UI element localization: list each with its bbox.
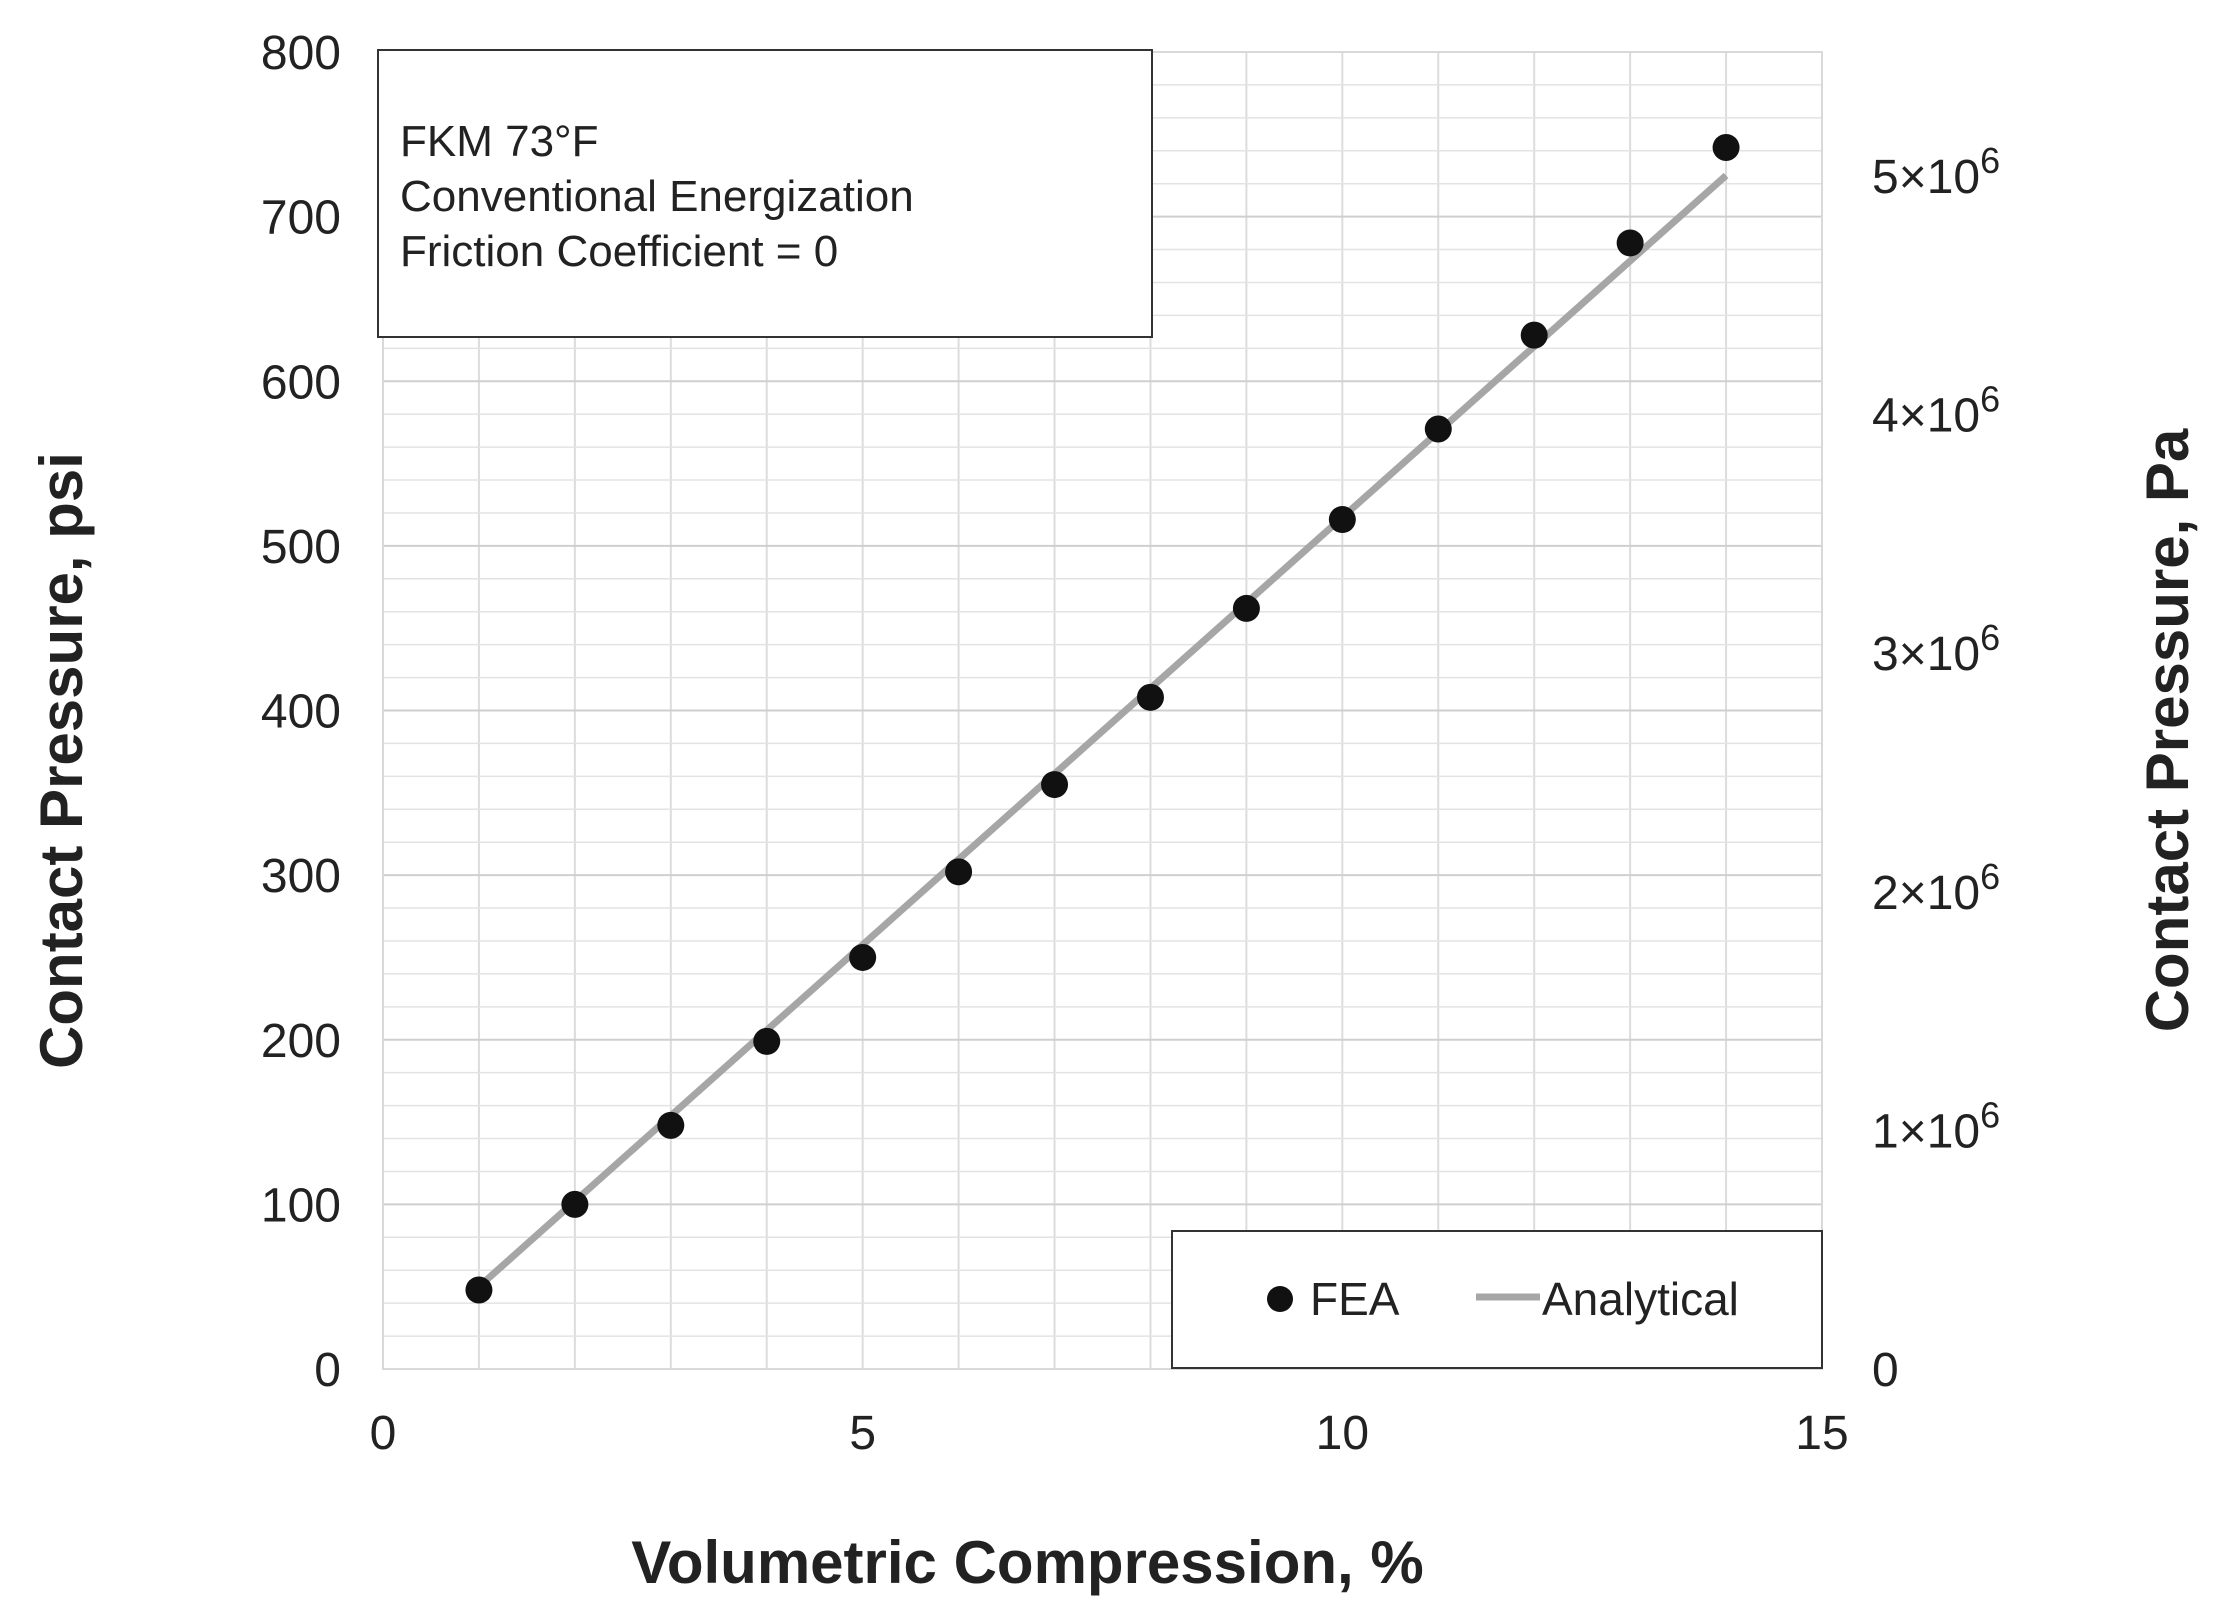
annotation-line-1: FKM 73°F bbox=[400, 117, 599, 166]
y2-tick-label: 3×106 bbox=[1872, 617, 2000, 681]
y2-tick-base: 3×10 bbox=[1872, 628, 1980, 681]
y2-tick-exponent: 6 bbox=[1980, 140, 2000, 181]
fea-point bbox=[1136, 683, 1164, 711]
fea-point bbox=[1232, 594, 1260, 622]
fea-point bbox=[753, 1027, 781, 1055]
y2-tick-base: 4×10 bbox=[1872, 390, 1980, 443]
y2-tick-label: 4×106 bbox=[1872, 379, 2000, 443]
y-tick-label: 100 bbox=[261, 1179, 341, 1232]
annotation-line-2: Conventional Energization bbox=[400, 172, 914, 221]
x-tick-label: 15 bbox=[1795, 1407, 1848, 1460]
y-tick-label: 200 bbox=[261, 1015, 341, 1068]
fea-point bbox=[1712, 133, 1740, 161]
x-tick-label: 0 bbox=[370, 1407, 397, 1460]
y-tick-label: 300 bbox=[261, 850, 341, 903]
fea-point bbox=[1328, 506, 1356, 534]
y2-tick-label: 0 bbox=[1872, 1344, 1899, 1397]
fea-point bbox=[561, 1190, 589, 1218]
x-axis-title: Volumetric Compression, % bbox=[631, 1529, 1423, 1596]
x-tick-label: 5 bbox=[849, 1407, 876, 1460]
y2-tick-base: 1×10 bbox=[1872, 1105, 1980, 1158]
fea-point bbox=[1041, 771, 1069, 799]
fea-point bbox=[1616, 229, 1644, 257]
legend-marker-fea bbox=[1267, 1286, 1293, 1312]
y2-tick-exponent: 6 bbox=[1980, 379, 2000, 420]
annotation-box: FKM 73°F Conventional Energization Frict… bbox=[377, 49, 1153, 338]
y-tick-label: 0 bbox=[314, 1344, 341, 1397]
y2-tick-base: 2×10 bbox=[1872, 867, 1980, 920]
annotation-frame bbox=[377, 49, 1153, 338]
legend-label-analytical: Analytical bbox=[1542, 1273, 1739, 1325]
y2-tick-base: 5×10 bbox=[1872, 151, 1980, 204]
y-tick-label: 700 bbox=[261, 192, 341, 245]
annotation-line-3: Friction Coefficient = 0 bbox=[400, 227, 838, 276]
y2-tick-label: 1×106 bbox=[1872, 1094, 2000, 1158]
fea-point bbox=[849, 943, 877, 971]
y2-tick-label: 2×106 bbox=[1872, 856, 2000, 920]
y-tick-label: 400 bbox=[261, 686, 341, 739]
fea-point bbox=[657, 1111, 685, 1139]
analytical-line bbox=[476, 172, 1729, 1290]
y2-tick-base: 0 bbox=[1872, 1344, 1899, 1397]
fea-point bbox=[465, 1276, 493, 1304]
series-layer bbox=[465, 133, 1740, 1304]
y-tick-label: 600 bbox=[261, 356, 341, 409]
y-tick-label: 800 bbox=[261, 27, 341, 80]
x-tick-label: 10 bbox=[1316, 1407, 1369, 1460]
y-axis-title: Contact Pressure, psi bbox=[28, 452, 95, 1069]
y2-tick-label: 5×106 bbox=[1872, 140, 2000, 204]
fea-point bbox=[945, 858, 973, 886]
y2-tick-exponent: 6 bbox=[1980, 1094, 2000, 1135]
fea-point bbox=[1424, 415, 1452, 443]
legend-label-fea: FEA bbox=[1310, 1273, 1400, 1325]
fea-point bbox=[1520, 321, 1548, 349]
y2-axis-title: Contact Pressure, Pa bbox=[2134, 428, 2201, 1032]
y-tick-label: 500 bbox=[261, 521, 341, 574]
y2-tick-exponent: 6 bbox=[1980, 617, 2000, 658]
y2-tick-exponent: 6 bbox=[1980, 856, 2000, 897]
legend: FEA Analytical bbox=[1171, 1230, 1823, 1369]
